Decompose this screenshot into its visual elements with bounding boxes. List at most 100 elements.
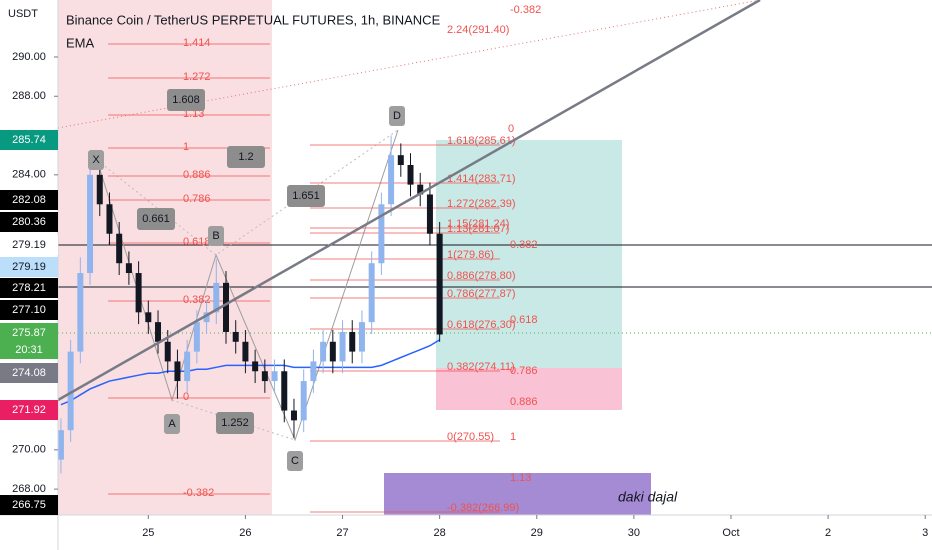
point-label: D (393, 110, 401, 122)
candle-body (125, 263, 132, 274)
fib-label: 1.13(281.07) (447, 223, 509, 235)
chart-title: Binance Coin / TetherUS PERPETUAL FUTURE… (66, 12, 441, 27)
candle-body (232, 331, 239, 342)
ema-line (60, 339, 441, 406)
harmonic-diagonal (96, 129, 399, 256)
candle-body (77, 273, 84, 352)
x-tick-label: 3 (922, 527, 928, 539)
candle-body (320, 341, 327, 362)
candle-body (145, 312, 152, 323)
y-tick-label: 270.00 (12, 444, 46, 456)
candle-body (242, 341, 249, 362)
point-box (164, 414, 180, 434)
fib-label: 0.382 (510, 239, 538, 251)
candle-body (281, 371, 288, 411)
point-label: B (212, 230, 219, 242)
ratio-label: 0.661 (142, 213, 170, 225)
fib-label: 1.414(283.71) (447, 173, 516, 185)
candle-body (174, 361, 181, 382)
price-tag (0, 235, 58, 255)
fib-label: 2.24(291.40) (447, 24, 509, 36)
candle-body (96, 174, 103, 205)
fib-label: 0.618(276.30) (447, 319, 516, 331)
y-tick-label: 290.00 (12, 51, 46, 63)
countdown-tag (0, 341, 58, 359)
fib-label: 1.272(282.39) (447, 198, 516, 210)
candle-body (349, 331, 356, 352)
fib-label: 0.786 (510, 365, 538, 377)
price-tag-label: 278.21 (12, 282, 46, 294)
candle-body (155, 322, 162, 342)
ratio-label: 1.608 (172, 94, 200, 106)
x-tick-label: Oct (722, 527, 739, 539)
price-tag-label: 274.08 (12, 367, 46, 379)
candle-body (358, 322, 365, 352)
fib-label: 0.786(277.87) (447, 288, 516, 300)
countdown: 20:31 (15, 344, 43, 356)
fib-label: 1(279.86) (447, 249, 494, 261)
price-tag (0, 212, 58, 232)
harmonic-diagonal (171, 399, 296, 441)
fib-label: 0 (508, 123, 514, 135)
fib-label: 1.618(285.61) (447, 135, 516, 147)
candle-body (329, 341, 336, 362)
point-box (287, 451, 303, 471)
point-box (208, 226, 224, 246)
ratio-box (287, 185, 325, 207)
fib-label: 0.618 (510, 314, 538, 326)
candle-body (339, 331, 346, 362)
note-zone (384, 473, 651, 515)
price-tag (0, 278, 58, 298)
candle-body (368, 263, 375, 323)
fib-label: -0.382 (510, 4, 541, 16)
candle-body (106, 204, 113, 234)
price-tag-label: 266.75 (12, 499, 46, 511)
price-tag-label: 279.19 (12, 261, 46, 273)
candle-body (407, 165, 414, 185)
fib-label: 0.886 (183, 169, 211, 181)
candle-body (397, 155, 404, 165)
fib-label: 1.272 (183, 71, 211, 83)
ratio-box (167, 89, 205, 111)
price-tag-label: 285.74 (12, 134, 46, 146)
ratio-label: 1.252 (221, 417, 249, 429)
ratio-label: 1.651 (292, 190, 320, 202)
price-tag-label: 277.10 (12, 304, 46, 316)
x-tick-label: 30 (628, 527, 640, 539)
price-tag-label: 275.87 (12, 327, 46, 339)
price-tag-label: 280.36 (12, 216, 46, 228)
candle-body (87, 174, 94, 274)
candle-body (300, 381, 307, 421)
ratio-box (227, 146, 265, 168)
candle-body (184, 351, 191, 382)
x-tick-label: 26 (239, 527, 251, 539)
point-box (389, 106, 405, 126)
fib-label: 1.13 (510, 472, 531, 484)
fib-label: 0.886 (510, 396, 538, 408)
point-label: A (168, 418, 176, 430)
price-tag (0, 190, 58, 210)
candle-body (203, 312, 210, 323)
candle-body (135, 273, 142, 313)
price-tag (0, 495, 58, 515)
candle-body (67, 351, 74, 431)
fib-label: 1.15(281.24) (447, 218, 509, 230)
x-tick-label: 27 (336, 527, 348, 539)
candle-body (417, 184, 424, 195)
fib-label: 0.382 (183, 294, 211, 306)
fib-label: -0.382(266.99) (447, 502, 519, 514)
candle-body (213, 282, 220, 313)
fib-label: -0.382 (183, 487, 214, 499)
candle-body (164, 341, 171, 362)
candle-body (436, 233, 443, 335)
candle-body (223, 282, 230, 332)
candle-body (271, 371, 278, 382)
fib-label: 1 (510, 431, 516, 443)
y-tick-label: 284.00 (12, 169, 46, 181)
price-tag (0, 130, 58, 150)
plot: 1.414 1.272 1.13 1 0.886 0.786 0.618 0.382 0 -0.3… (57, 4, 541, 514)
fib-label: 0(270.55) (447, 431, 494, 443)
stop-zone (436, 368, 622, 410)
fib-label: 0.382(274.11) (447, 361, 515, 373)
price-tag (0, 323, 58, 343)
